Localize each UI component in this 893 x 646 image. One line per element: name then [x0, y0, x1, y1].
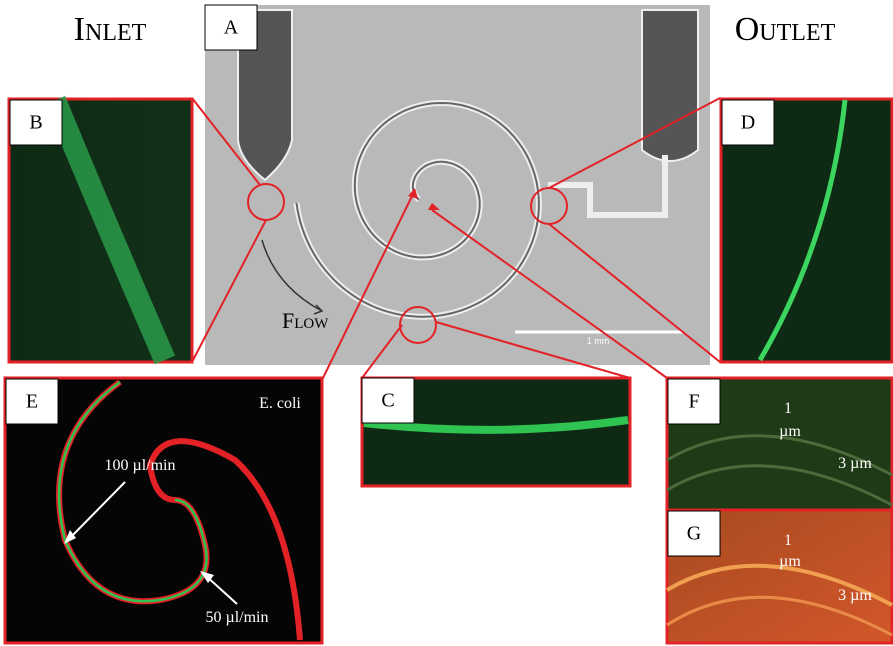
particle-size: 1 [784, 532, 792, 549]
scale-bar-label: 1 mm [587, 336, 610, 346]
panel-b: B [9, 99, 192, 362]
panel-label: E [26, 391, 38, 413]
panel-a: Flow 1 mm A [205, 5, 710, 365]
panel-f: 1 µm 3 µm F [667, 378, 892, 510]
figure: Inlet Outlet Flow 1 mm A B D C E. coli 1… [0, 0, 893, 646]
flow-rate-label: 50 µl/min [206, 609, 269, 626]
panel-label: C [381, 390, 394, 412]
panel-label: G [687, 523, 701, 545]
particle-size: 3 µm [838, 587, 872, 604]
panel-d: D [721, 99, 892, 362]
panel-c: C [362, 378, 630, 486]
panel-label: F [688, 391, 699, 413]
particle-unit: µm [779, 553, 801, 570]
panel-e: E. coli 100 µl/min 50 µl/min E [5, 378, 322, 643]
particle-size: 3 µm [838, 455, 872, 472]
particle-unit: µm [779, 423, 801, 440]
organism-label: E. coli [259, 395, 301, 412]
flow-rate-label: 100 µl/min [105, 457, 176, 474]
flow-label: Flow [282, 308, 329, 333]
outlet-label: Outlet [735, 11, 836, 48]
panel-label: B [29, 112, 42, 134]
panel-label: D [741, 112, 755, 134]
panel-g: 1 µm 3 µm G [667, 510, 892, 643]
inlet-label: Inlet [74, 11, 147, 48]
panel-label: A [224, 17, 239, 39]
particle-size: 1 [784, 400, 792, 417]
